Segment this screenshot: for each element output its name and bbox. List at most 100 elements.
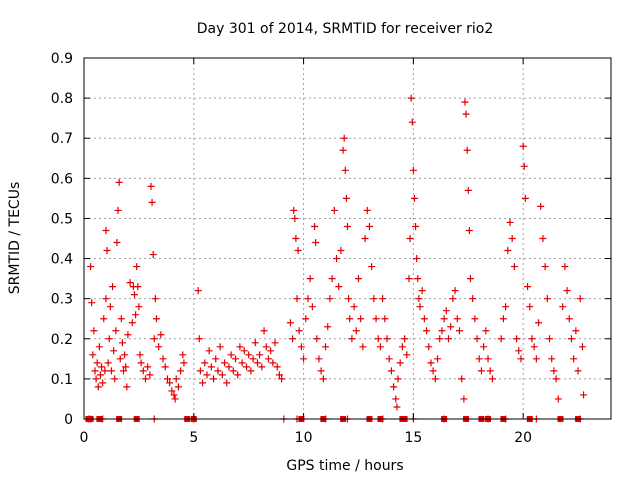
data-point bbox=[429, 367, 437, 375]
data-point bbox=[278, 375, 286, 383]
data-point bbox=[137, 359, 145, 367]
chart-title: Day 301 of 2014, SRMTID for receiver rio… bbox=[197, 21, 494, 37]
data-point bbox=[552, 375, 560, 383]
data-point bbox=[180, 359, 188, 367]
data-point bbox=[195, 335, 203, 343]
data-point bbox=[134, 283, 142, 291]
data-point bbox=[159, 355, 167, 363]
y-axis-label: SRMTID / TECUs bbox=[7, 182, 23, 295]
data-point bbox=[519, 142, 527, 150]
data-point bbox=[238, 359, 246, 367]
data-point bbox=[92, 375, 100, 383]
data-point bbox=[132, 311, 140, 319]
x-tick-label: 5 bbox=[189, 430, 198, 446]
data-point bbox=[447, 323, 455, 331]
data-point bbox=[410, 194, 418, 202]
data-point bbox=[392, 395, 400, 403]
data-point bbox=[234, 371, 242, 379]
data-point bbox=[247, 367, 255, 375]
data-point bbox=[107, 367, 115, 375]
data-point bbox=[574, 367, 582, 375]
data-point bbox=[212, 355, 220, 363]
data-point bbox=[94, 383, 102, 391]
data-point bbox=[242, 363, 250, 371]
data-point bbox=[580, 391, 588, 399]
y-tick-label: 0.3 bbox=[51, 292, 73, 308]
y-tick-label: 0.1 bbox=[51, 372, 73, 388]
data-point bbox=[302, 315, 310, 323]
data-point bbox=[415, 295, 423, 303]
data-point bbox=[541, 263, 549, 271]
data-point bbox=[497, 335, 505, 343]
data-point bbox=[116, 355, 124, 363]
data-point bbox=[376, 343, 384, 351]
data-point bbox=[98, 363, 106, 371]
data-point bbox=[451, 287, 459, 295]
data-point bbox=[95, 343, 103, 351]
data-point bbox=[155, 343, 163, 351]
data-point bbox=[286, 319, 294, 327]
data-point bbox=[488, 375, 496, 383]
data-point bbox=[385, 355, 393, 363]
x-axis-label: GPS time / hours bbox=[286, 458, 403, 474]
y-tick-label: 0.5 bbox=[51, 211, 73, 227]
data-point bbox=[431, 375, 439, 383]
data-point bbox=[112, 327, 120, 335]
data-point bbox=[139, 367, 147, 375]
data-point bbox=[135, 303, 143, 311]
data-point bbox=[482, 327, 490, 335]
data-point bbox=[151, 295, 159, 303]
data-point bbox=[567, 335, 575, 343]
data-point bbox=[289, 335, 297, 343]
data-point bbox=[465, 226, 473, 234]
data-point bbox=[88, 299, 96, 307]
data-point bbox=[463, 146, 471, 154]
y-tick-label: 0.9 bbox=[51, 51, 73, 67]
data-point bbox=[194, 287, 202, 295]
data-point bbox=[109, 283, 117, 291]
data-point bbox=[554, 395, 562, 403]
data-point bbox=[578, 343, 586, 351]
data-point bbox=[205, 347, 213, 355]
data-point bbox=[232, 355, 240, 363]
data-point bbox=[344, 222, 351, 230]
data-point bbox=[324, 323, 332, 331]
data-point bbox=[436, 335, 444, 343]
data-point bbox=[126, 279, 134, 287]
data-point bbox=[572, 327, 580, 335]
data-point bbox=[464, 186, 472, 194]
data-point bbox=[294, 247, 302, 255]
data-point bbox=[89, 351, 97, 359]
data-point bbox=[179, 351, 187, 359]
data-point bbox=[526, 303, 534, 311]
data-point bbox=[104, 359, 112, 367]
data-point bbox=[128, 319, 136, 327]
data-point bbox=[387, 367, 395, 375]
data-point bbox=[131, 291, 139, 299]
data-point bbox=[565, 315, 573, 323]
data-point bbox=[273, 363, 281, 371]
data-point bbox=[105, 335, 113, 343]
data-point bbox=[300, 355, 308, 363]
data-point bbox=[227, 351, 235, 359]
data-point bbox=[295, 327, 303, 335]
data-point bbox=[502, 303, 510, 311]
data-point bbox=[359, 343, 367, 351]
data-point bbox=[414, 275, 422, 283]
data-point bbox=[539, 235, 547, 242]
data-point bbox=[530, 343, 538, 351]
data-point bbox=[393, 403, 401, 411]
data-point bbox=[269, 359, 277, 367]
plot-frame bbox=[83, 57, 612, 420]
data-point bbox=[365, 222, 373, 230]
data-point bbox=[473, 335, 481, 343]
data-point bbox=[412, 222, 420, 230]
data-point bbox=[416, 303, 424, 311]
data-point bbox=[120, 367, 128, 375]
y-tick-label: 0.6 bbox=[51, 171, 73, 187]
data-point bbox=[486, 367, 494, 375]
data-point bbox=[354, 275, 362, 283]
data-point bbox=[123, 383, 131, 391]
data-point bbox=[548, 355, 556, 363]
data-point bbox=[311, 222, 319, 230]
